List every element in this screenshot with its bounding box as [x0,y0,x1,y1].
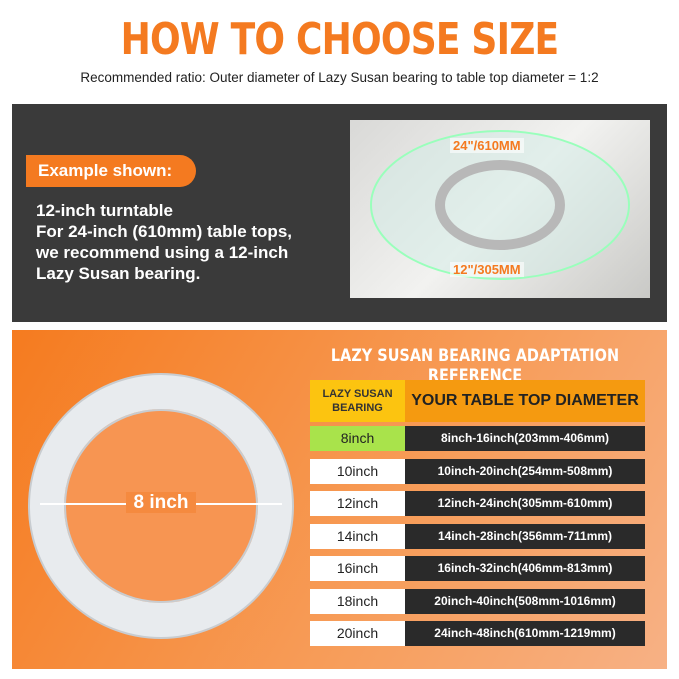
table-row: 8inch 8inch-16inch(203mm-406mm) [310,426,645,451]
header-bearing-text: LAZY SUSAN BEARING [322,388,393,414]
table-row: 16inch 16inch-32inch(406mm-813mm) [310,556,645,581]
bearing-ring [435,160,565,250]
table-diameter-cell: 16inch-32inch(406mm-813mm) [405,556,645,581]
table-diameter-cell: 24inch-48inch(610mm-1219mm) [405,621,645,646]
header-table-diameter: YOUR TABLE TOP DIAMETER [405,380,645,422]
example-photo: 24"/610MM 12"/305MM [350,120,650,298]
ratio-subtitle: Recommended ratio: Outer diameter of Laz… [80,70,599,85]
bearing-size-text: 8 inch [125,492,197,513]
page-title: HOW TO CHOOSE SIZE [120,14,560,65]
table-diameter-cell: 12inch-24inch(305mm-610mm) [405,491,645,516]
table-row: 20inch 24inch-48inch(610mm-1219mm) [310,621,645,646]
bearing-size-cell: 18inch [310,588,405,614]
example-line: Lazy Susan bearing. [36,264,201,283]
outer-dimension-label: 24"/610MM [450,138,524,153]
example-line: For 24-inch (610mm) table tops, [36,222,292,241]
bearing-size-cell: 10inch [310,458,405,484]
example-line: we recommend using a 12-inch [36,243,289,262]
table-row: 10inch 10inch-20inch(254mm-508mm) [310,458,645,484]
bearing-size-cell: 12inch [310,491,405,516]
header-bearing: LAZY SUSAN BEARING [310,380,405,422]
example-badge: Example shown: [26,155,196,187]
table-diameter-cell: 8inch-16inch(203mm-406mm) [405,426,645,451]
bearing-size-cell: 8inch [310,426,405,451]
bearing-size-cell: 14inch [310,523,405,549]
example-line: 12-inch turntable [36,201,173,220]
table-row: 14inch 14inch-28inch(356mm-711mm) [310,523,645,549]
bearing-size-cell: 16inch [310,556,405,581]
table-diameter-cell: 20inch-40inch(508mm-1016mm) [405,588,645,614]
example-text: 12-inch turntable For 24-inch (610mm) ta… [36,200,292,284]
inner-dimension-label: 12"/305MM [450,262,524,277]
table-diameter-cell: 14inch-28inch(356mm-711mm) [405,523,645,549]
table-row: 12inch 12inch-24inch(305mm-610mm) [310,491,645,516]
bearing-size-cell: 20inch [310,621,405,646]
table-diameter-cell: 10inch-20inch(254mm-508mm) [405,458,645,484]
table-row: 18inch 20inch-40inch(508mm-1016mm) [310,588,645,614]
bearing-size-label: 8 inch [30,492,292,514]
